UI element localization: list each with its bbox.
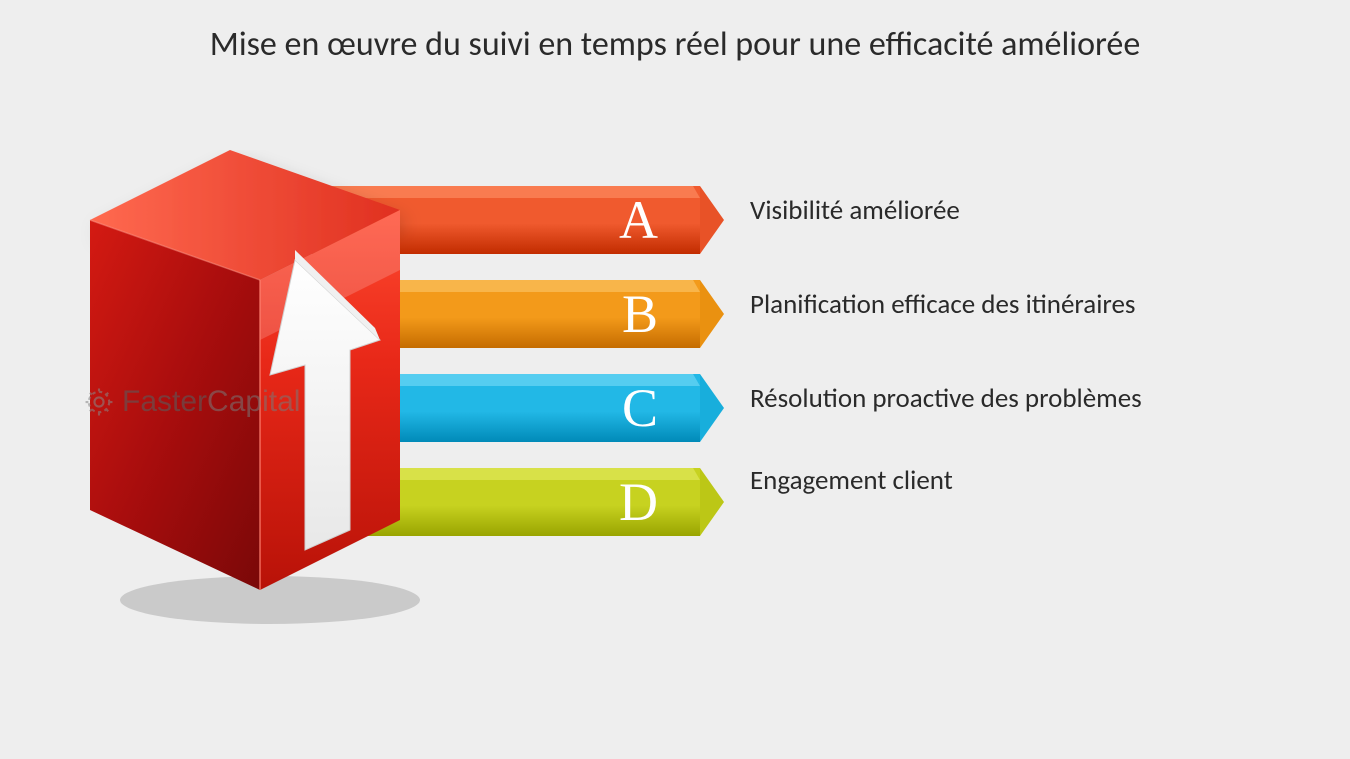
watermark-light: Capital (207, 385, 300, 418)
bar-tip (700, 468, 724, 536)
desc-b: Planification efficace des itinéraires (750, 288, 1135, 321)
bar-letter: B (622, 283, 658, 345)
bar-tip (700, 280, 724, 348)
desc-a: Visibilité améliorée (750, 194, 960, 227)
watermark: FasterCapital (82, 385, 300, 419)
bar-letter: A (619, 189, 658, 251)
desc-d: Engagement client (750, 464, 953, 497)
watermark-strong: Faster (122, 385, 207, 418)
bar-letter: D (619, 471, 658, 533)
bar-tip (700, 374, 724, 442)
page-title: Mise en œuvre du suivi en temps réel pou… (0, 24, 1350, 65)
bar-tip (700, 186, 724, 254)
desc-c: Résolution proactive des problèmes (750, 382, 1142, 415)
gear-icon (82, 385, 116, 419)
bar-letter: C (622, 377, 658, 439)
